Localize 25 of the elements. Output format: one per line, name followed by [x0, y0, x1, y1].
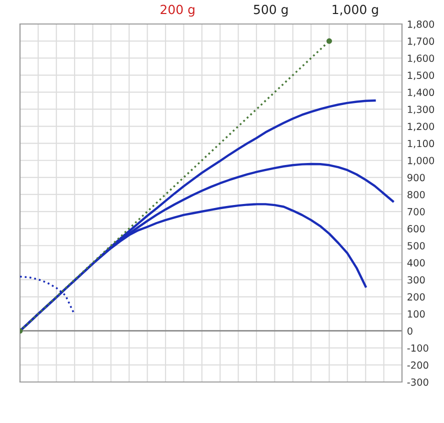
- y-tick-label: 600: [408, 225, 425, 232]
- y-tick-label: 200: [408, 293, 425, 301]
- text: 1,000 g: [332, 4, 378, 17]
- y-tick-label: -100: [407, 344, 428, 352]
- y-tick-label: 1,700: [408, 38, 434, 46]
- y-tick-label: -200: [407, 361, 428, 369]
- y-tick-label: 1,200: [408, 122, 434, 132]
- y-tick-label: 1,600: [408, 54, 434, 63]
- y-tick-label: 900: [407, 174, 425, 182]
- y-tick-label: 100: [408, 310, 425, 318]
- y-tick-label: 500: [408, 242, 425, 250]
- y-tick-label: 1,500: [408, 72, 434, 80]
- y-tick-label: 1,100: [408, 140, 434, 148]
- y-tick-label: 400: [407, 259, 425, 266]
- y-tick-label: 1,800: [408, 20, 434, 29]
- y-tick-label: 800: [408, 190, 425, 198]
- text: 200 g: [160, 4, 194, 17]
- y-tick-label: 1,400: [408, 88, 434, 98]
- y-tick-label: 1,000: [408, 156, 434, 166]
- y-tick-label: 1,300: [408, 106, 434, 114]
- y-tick-label: 700: [408, 208, 425, 216]
- y-tick-label: 300: [408, 276, 425, 284]
- text: 500 g: [254, 4, 288, 17]
- y-tick-label: 0: [408, 327, 412, 335]
- y-tick-label: -300: [407, 378, 428, 386]
